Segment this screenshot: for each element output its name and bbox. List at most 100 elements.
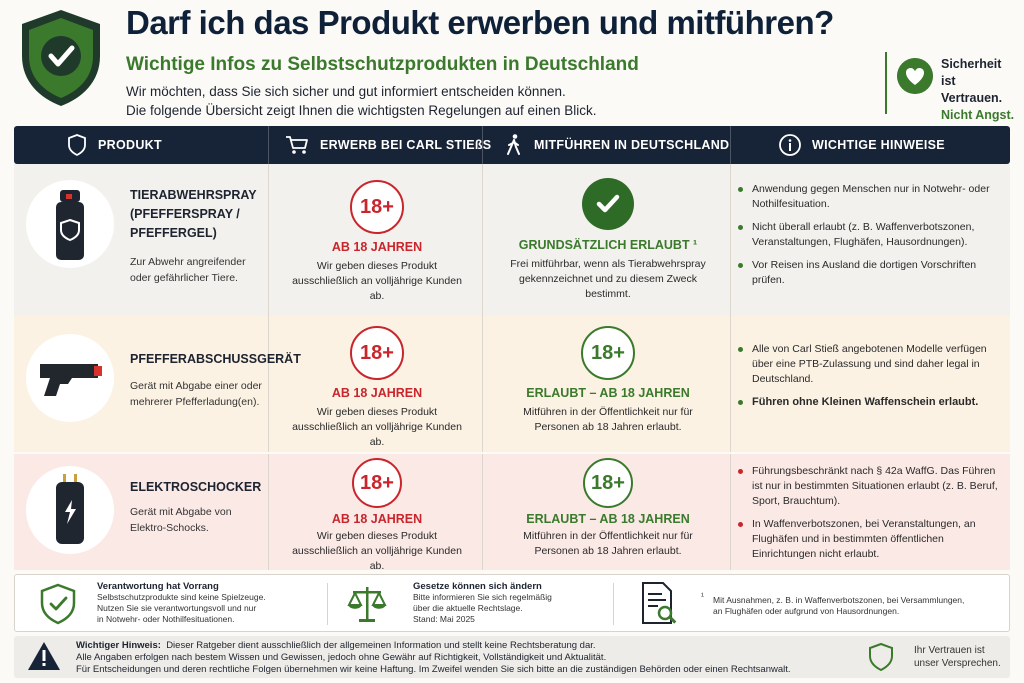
table-row: PFEFFERABSCHUSSGERÄT Gerät mit Abgabe ei… — [14, 316, 1010, 452]
shield-icon — [68, 134, 86, 157]
product-name-line: TIERABWEHRSPRAY — [130, 188, 257, 202]
product-desc-line: Zur Abwehr angreifender — [130, 256, 246, 268]
column-header-product-label: PRODUKT — [98, 138, 162, 152]
carry-label: GRUNDSÄTZLICH ERLAUBT ¹ — [518, 238, 698, 252]
trust-box: Sicherheit ist Vertrauen. Nicht Angst. — [885, 52, 1015, 122]
product-image — [26, 334, 114, 422]
trust-line-3: Nicht Angst. — [941, 108, 1015, 122]
trust-text: Sicherheit ist Vertrauen. Nicht Angst. — [941, 56, 1015, 124]
column-divider — [482, 164, 483, 316]
column-header-carry: MITFÜHREN IN DEUTSCHLAND — [504, 126, 729, 164]
heart-icon — [897, 58, 933, 94]
carry-text: Mitführen in der Öffentlichkeit nur für … — [523, 530, 693, 557]
shield-outline-icon — [869, 642, 893, 672]
purchase-cell: 18+ AB 18 JAHREN Wir geben dieses Produk… — [286, 180, 468, 304]
header-divider — [268, 126, 269, 164]
responsibility-title: Verantwortung hat Vorrang — [97, 581, 219, 592]
product-desc-line: Elektro-Schocks. — [130, 522, 209, 534]
carry-label: ERLAUBT – AB 18 JAHREN — [526, 512, 690, 526]
promise-line: Ihr Vertrauen ist — [914, 645, 985, 656]
info-icon — [779, 134, 801, 156]
footnote: ¹ Mit Ausnahmen, z. B. in Waffenverbotsz… — [701, 591, 965, 617]
carry-cell: 18+ ERLAUBT – AB 18 JAHREN Mitführen in … — [502, 458, 714, 559]
table-row: ELEKTROSCHOCKER Gerät mit Abgabe von Ele… — [14, 454, 1010, 572]
page-subtitle: Wichtige Infos zu Selbstschutzprodukten … — [126, 54, 639, 75]
product-image — [26, 466, 114, 554]
law-title: Gesetze können sich ändern — [413, 581, 542, 592]
product-description: Gerät mit Abgabe einer oder mehrerer Pfe… — [130, 378, 262, 410]
header-divider — [730, 126, 731, 164]
disclaimer-label: Wichtiger Hinweis: — [76, 640, 161, 651]
column-header-carry-label: MITFÜHREN IN DEUTSCHLAND — [534, 138, 730, 152]
note-item: Führen ohne Kleinen Waffenschein erlaubt… — [738, 395, 998, 410]
notes-list: Alle von Carl Stieß angebotenen Modelle … — [738, 342, 998, 418]
note-item: Vor Reisen ins Ausland die dortigen Vors… — [738, 258, 998, 288]
table-row: TIERABWEHRSPRAY (PFEFFERSPRAY / PFEFFERG… — [14, 164, 1010, 316]
notes-list: Führungsbeschränkt nach § 42a WaffG. Das… — [738, 464, 998, 570]
disclaimer-line: Alle Angaben erfolgen nach bestem Wissen… — [76, 652, 607, 663]
carry-cell: GRUNDSÄTZLICH ERLAUBT ¹ Frei mitführbar,… — [502, 178, 714, 302]
product-desc-line: mehrerer Pfefferladung(en). — [130, 396, 260, 408]
age-18-badge: 18+ — [350, 180, 404, 234]
law-line: Stand: Mai 2025 — [413, 614, 475, 624]
product-name-line: (PFEFFERSPRAY / — [130, 207, 240, 221]
shield-check-logo-icon — [22, 10, 100, 106]
note-item: Nicht überall erlaubt (z. B. Waffenverbo… — [738, 220, 998, 250]
check-circle-icon — [582, 178, 634, 230]
footnote-mark: ¹ — [701, 591, 704, 601]
product-desc-line: Gerät mit Abgabe einer oder — [130, 380, 262, 392]
purchase-cell: 18+ AB 18 JAHREN Wir geben dieses Produk… — [286, 458, 468, 574]
product-name: TIERABWEHRSPRAY (PFEFFERSPRAY / PFEFFERG… — [130, 186, 257, 243]
info-bar: Verantwortung hat Vorrang Selbstschutzpr… — [14, 574, 1010, 632]
column-header-notes-label: WICHTIGE HINWEISE — [812, 138, 945, 152]
carry-text: Frei mitführbar, wenn als Tierabwehrspra… — [510, 258, 706, 300]
note-item: Anwendung gegen Menschen nur in Notwehr-… — [738, 182, 998, 212]
info-divider — [327, 583, 328, 625]
scales-of-justice-icon — [347, 587, 387, 622]
column-header-purchase-label: ERWERB BEI CARL STIEßS — [320, 138, 492, 152]
law-line: über die aktuelle Rechtslage. — [413, 603, 523, 613]
responsibility-line: in Notwehr- oder Nothilfesituationen. — [97, 614, 235, 624]
carry-cell: 18+ ERLAUBT – AB 18 JAHREN Mitführen in … — [502, 326, 714, 435]
stun-gun-icon — [56, 474, 84, 544]
column-divider — [482, 454, 483, 570]
warning-triangle-icon — [28, 642, 60, 670]
product-name: PFEFFERABSCHUSSGERÄT — [130, 352, 301, 366]
shopping-cart-icon — [286, 136, 308, 154]
document-search-icon — [642, 582, 677, 624]
column-divider — [482, 316, 483, 452]
product-image — [26, 180, 114, 268]
pepper-gun-icon — [40, 364, 102, 396]
law-info: Gesetze können sich ändern Bitte informi… — [413, 581, 552, 625]
carry-label: ERLAUBT – AB 18 JAHREN — [526, 386, 690, 400]
note-item: In Waffenverbotszonen, bei Veranstaltung… — [738, 517, 998, 562]
notes-list: Anwendung gegen Menschen nur in Notwehr-… — [738, 182, 998, 296]
column-header-notes: WICHTIGE HINWEISE — [778, 126, 945, 164]
disclaimer-line: Dieser Ratgeber dient ausschließlich der… — [166, 640, 596, 651]
note-item: Führungsbeschränkt nach § 42a WaffG. Das… — [738, 464, 998, 509]
age-18-badge: 18+ — [350, 326, 404, 380]
note-item: Alle von Carl Stieß angebotenen Modelle … — [738, 342, 998, 387]
responsibility-info: Verantwortung hat Vorrang Selbstschutzpr… — [97, 581, 266, 625]
column-divider — [268, 316, 269, 452]
promise-line: unser Versprechen. — [914, 658, 1001, 669]
intro-text: Wir möchten, dass Sie sich sicher und gu… — [126, 82, 597, 120]
purchase-text: Wir geben dieses Produkt ausschließlich … — [292, 406, 462, 448]
trust-line-2: Vertrauen. — [941, 91, 1003, 105]
purchase-label: AB 18 JAHREN — [331, 386, 423, 400]
responsibility-line: Selbstschutzprodukte sind keine Spielzeu… — [97, 592, 266, 602]
product-desc-line: Gerät mit Abgabe von — [130, 506, 232, 518]
column-divider — [730, 164, 731, 316]
purchase-label: AB 18 JAHREN — [331, 240, 423, 254]
age-18-badge: 18+ — [583, 458, 633, 508]
disclaimer-text: Wichtiger Hinweis: Dieser Ratgeber dient… — [76, 640, 856, 676]
product-description: Gerät mit Abgabe von Elektro-Schocks. — [130, 504, 232, 536]
intro-line-1: Wir möchten, dass Sie sich sicher und gu… — [126, 84, 566, 99]
pepper-spray-icon — [56, 190, 84, 260]
footnote-line: Mit Ausnahmen, z. B. in Waffenverbotszon… — [713, 595, 965, 605]
table-header: PRODUKT ERWERB BEI CARL STIEßS MITFÜHREN… — [14, 126, 1010, 164]
disclaimer-line: Für Entscheidungen und deren rechtliche … — [76, 664, 791, 675]
product-name: ELEKTROSCHOCKER — [130, 480, 262, 494]
age-18-badge: 18+ — [581, 326, 635, 380]
